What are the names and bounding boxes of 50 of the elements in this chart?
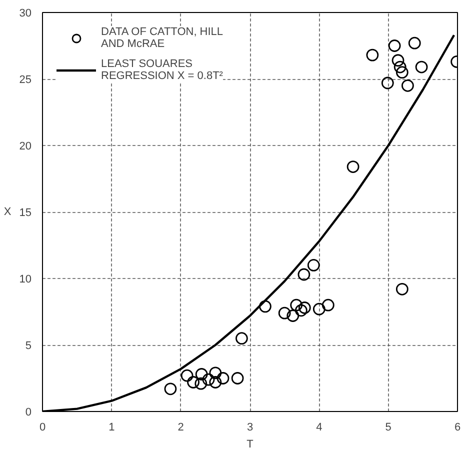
point [202,373,215,386]
point [346,160,360,173]
point [392,54,404,67]
point [195,368,208,380]
point [298,302,311,314]
x-tick-label: 5 [385,422,392,434]
point [307,259,320,272]
point [194,377,208,390]
point [366,48,379,62]
point [388,40,401,52]
x-tick-label: 2 [178,422,184,434]
point [396,282,408,296]
x-tick-label: 0 [39,422,46,434]
y-tick-label: 5 [25,340,32,352]
y-tick-label: 20 [19,140,32,152]
point [278,306,291,320]
y-tick-label: 15 [19,207,32,219]
point [381,76,394,90]
y-tick-label: 10 [19,274,32,286]
point [209,366,222,380]
x-tick-label: 1 [108,422,115,434]
y-tick-label: 25 [19,74,32,86]
point [415,60,428,74]
x-tick-label: 6 [454,422,461,434]
point [187,376,200,388]
point [216,372,230,384]
point [402,79,414,92]
legend-label: LEAST SOUARES REGRESSION X = 0.8T² [101,58,223,82]
x-tick-label: 3 [246,422,254,434]
point [231,372,244,384]
point [236,332,248,345]
point [286,310,300,322]
point [322,298,334,312]
point [209,376,222,388]
point [408,36,421,50]
point [396,66,408,79]
y-axis-title: X [4,206,12,218]
point [259,300,272,313]
point [298,268,310,281]
point [290,298,303,312]
point [164,382,177,396]
y-tick-label: 30 [19,8,32,20]
y-tick-label: 0 [25,406,32,418]
point [294,304,308,317]
point [312,302,326,316]
legend-label: DATA OF CATTON, HILL AND McRAE [101,26,224,50]
x-tick-label: 4 [316,422,322,434]
x-axis-title: T [246,438,254,450]
point [180,369,194,382]
point [394,60,406,74]
